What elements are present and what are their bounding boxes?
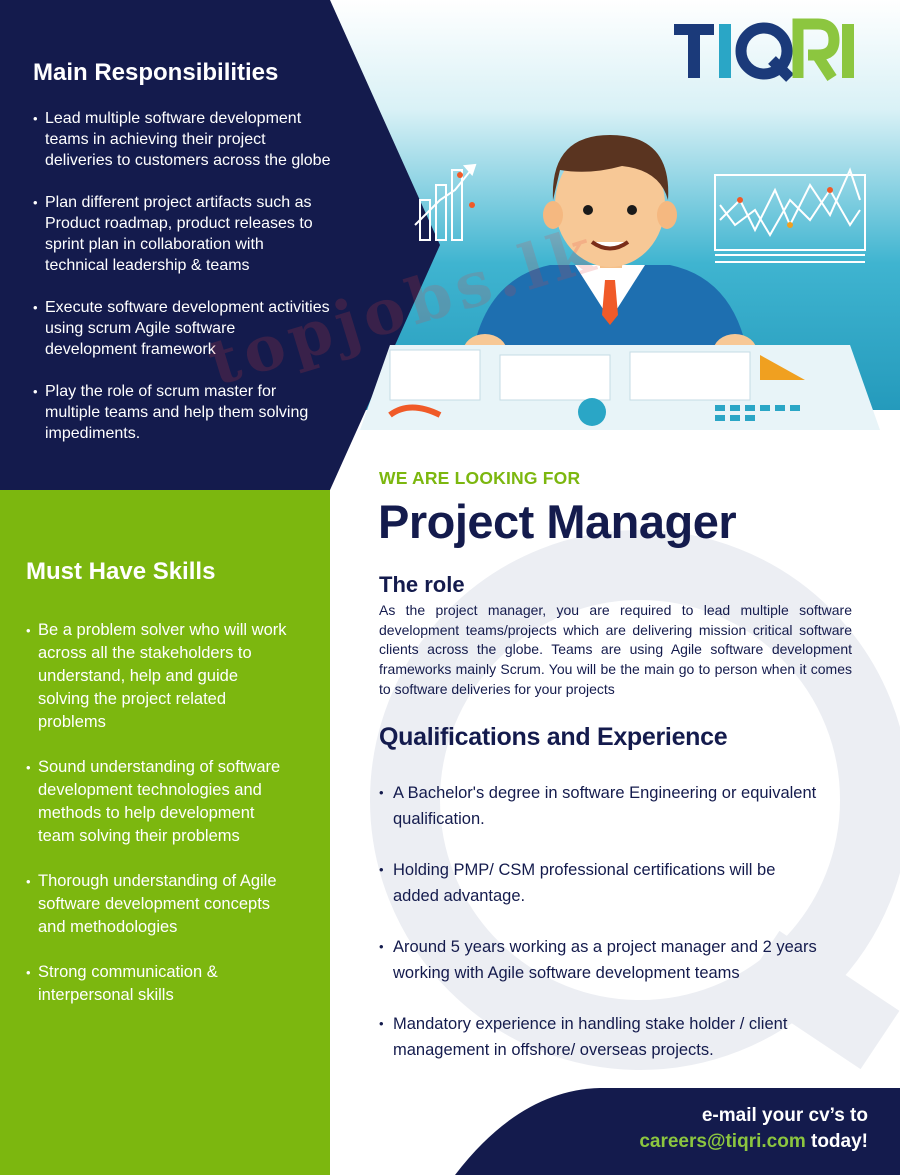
cta-suffix: today! [805, 1131, 868, 1152]
tiqri-logo [674, 18, 854, 82]
responsibilities-list: Lead multiple software development teams… [33, 108, 363, 465]
list-item: Strong communication & interpersonal ski… [26, 961, 316, 1007]
list-item: Holding PMP/ CSM professional certificat… [379, 857, 859, 909]
list-item: Play the role of scrum master for multip… [33, 381, 363, 444]
list-item: Execute software development activities … [33, 297, 363, 360]
role-title: The role [379, 572, 465, 597]
list-item: Plan different project artifacts such as… [33, 192, 363, 276]
list-item: Sound understanding of software developm… [26, 756, 316, 848]
list-item: Around 5 years working as a project mana… [379, 934, 859, 986]
growth-chart-icon [414, 163, 477, 241]
responsibilities-title: Main Responsibilities [33, 59, 279, 86]
careers-email-link[interactable]: careers@tiqri.com [639, 1131, 806, 1152]
role-description: As the project manager, you are required… [379, 602, 852, 697]
qualifications-title: Qualifications and Experience [379, 723, 728, 751]
line-chart-icon [714, 167, 866, 263]
skills-title: Must Have Skills [26, 558, 216, 585]
job-title: Project Manager [378, 495, 737, 548]
footer-shape [455, 1088, 900, 1175]
list-item: Lead multiple software development teams… [33, 108, 363, 171]
list-item: Be a problem solver who will work across… [26, 619, 316, 734]
cta-text: e-mail your cv’s to [701, 1105, 868, 1126]
cta-email-line: careers@tiqri.com today! [639, 1131, 868, 1153]
skills-list: Be a problem solver who will work across… [26, 619, 316, 1029]
manager-illustration [360, 135, 880, 430]
list-item: A Bachelor's degree in software Engineer… [379, 780, 859, 832]
list-item: Mandatory experience in handling stake h… [379, 1011, 859, 1063]
qualifications-list: A Bachelor's degree in software Engineer… [379, 780, 859, 1088]
looking-for-label: WE ARE LOOKING FOR [379, 468, 581, 488]
list-item: Thorough understanding of Agile software… [26, 870, 316, 939]
